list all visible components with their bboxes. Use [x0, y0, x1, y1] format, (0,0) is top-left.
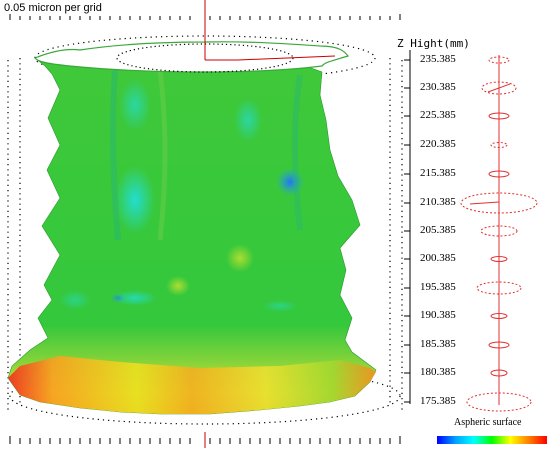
reference-cylinder [7, 35, 403, 425]
z-tick-label: 200.385 [420, 252, 456, 264]
z-tick-label: 230.385 [420, 81, 456, 93]
grid-scale-label: 0.05 micron per grid [4, 2, 102, 14]
z-axis-title: Z Hight(mm) [397, 37, 470, 50]
z-tick-label: 220.385 [420, 138, 456, 150]
z-tick-label: 185.385 [420, 338, 456, 350]
z-tick-label: 225.385 [420, 109, 456, 121]
top-ruler [9, 14, 401, 20]
z-tick-label: 195.385 [420, 281, 456, 293]
bottom-ruler [9, 436, 401, 444]
z-tick-label: 190.385 [420, 309, 456, 321]
color-scale-bar [437, 436, 547, 444]
z-tick-label: 210.385 [420, 196, 456, 208]
aspheric-surface [7, 41, 377, 415]
z-tick-label: 175.385 [420, 395, 456, 407]
legend-label: Aspheric surface [454, 417, 522, 428]
profile-column [460, 55, 538, 412]
z-tick-label: 215.385 [420, 167, 456, 179]
z-axis [404, 50, 411, 404]
z-tick-label: 205.385 [420, 224, 456, 236]
center-axis [204, 0, 336, 448]
z-tick-label: 235.385 [420, 53, 456, 65]
z-tick-label: 180.385 [420, 366, 456, 378]
